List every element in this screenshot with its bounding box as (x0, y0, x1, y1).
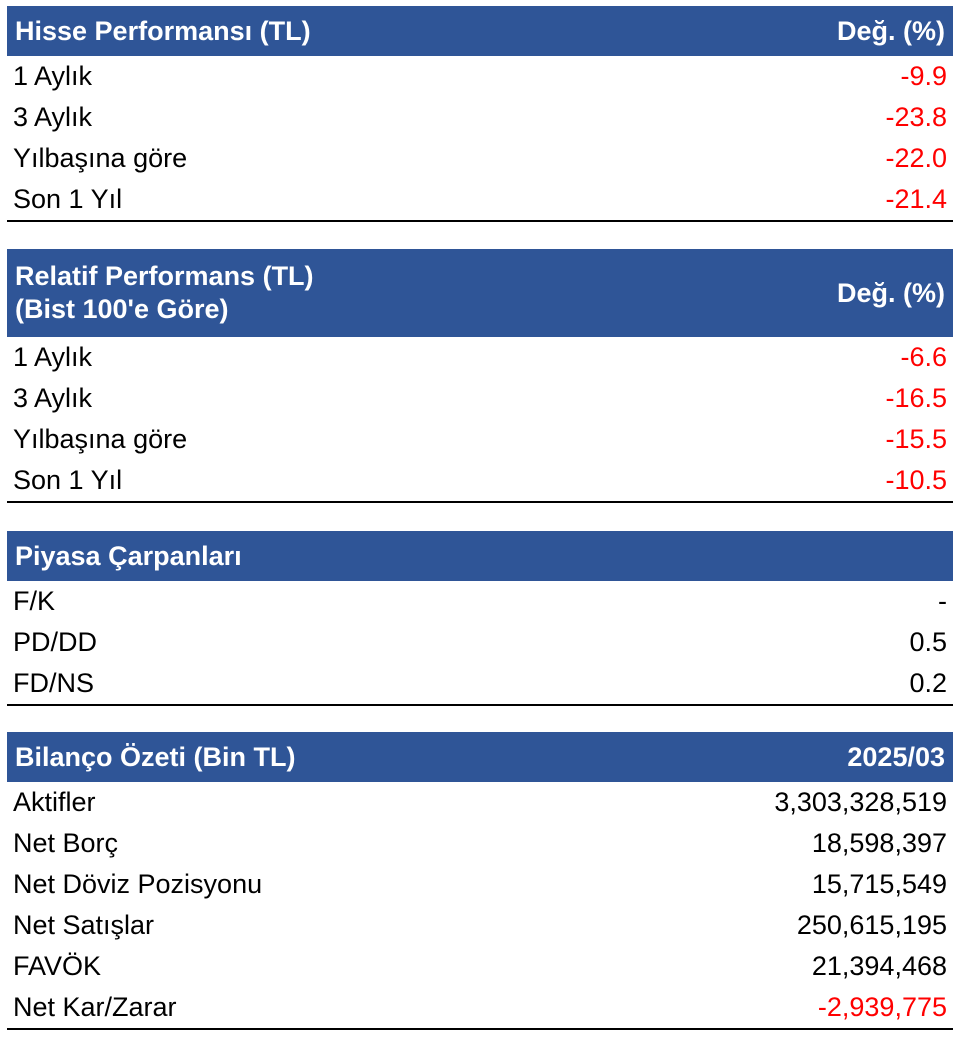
market-multiples-header: Piyasa Çarpanları (7, 531, 953, 581)
row-value: 0.5 (909, 627, 947, 657)
balance-summary-table: Bilanço Özeti (Bin TL) 2025/03 Aktifler … (7, 732, 953, 1030)
row-label: Net Borç (13, 828, 119, 858)
row-label: Net Satışlar (13, 910, 155, 940)
row-label: Net Kar/Zarar (13, 992, 177, 1022)
row-label: 1 Aylık (13, 342, 93, 372)
table-row: Yılbaşına göre -15.5 (7, 419, 953, 460)
table-row: Aktifler 3,303,328,519 (7, 782, 953, 823)
table-row: PD/DD 0.5 (7, 622, 953, 663)
row-value: 3,303,328,519 (774, 787, 947, 817)
row-value: -16.5 (885, 383, 947, 413)
market-multiples-table: Piyasa Çarpanları F/K - PD/DD 0.5 FD/NS … (7, 531, 953, 706)
relative-performance-table: Relatif Performans (TL) (Bist 100'e Göre… (7, 249, 953, 503)
row-label: Son 1 Yıl (13, 465, 123, 495)
row-value: -21.4 (885, 184, 947, 214)
stock-performance-title: Hisse Performansı (TL) (15, 15, 311, 48)
stock-performance-header: Hisse Performansı (TL) Değ. (%) (7, 6, 953, 56)
table-row: 1 Aylık -9.9 (7, 56, 953, 97)
market-multiples-title: Piyasa Çarpanları (15, 540, 242, 573)
row-label: Yılbaşına göre (13, 424, 188, 454)
relative-performance-title-line: Relatif Performans (TL) (15, 261, 314, 291)
market-multiples-rows: F/K - PD/DD 0.5 FD/NS 0.2 (7, 581, 953, 706)
relative-performance-header: Relatif Performans (TL) (Bist 100'e Göre… (7, 249, 953, 337)
table-row: Net Döviz Pozisyonu 15,715,549 (7, 864, 953, 905)
row-label: 3 Aylık (13, 102, 93, 132)
table-row: FAVÖK 21,394,468 (7, 946, 953, 987)
relative-performance-value-header: Değ. (%) (837, 277, 945, 308)
row-label: Son 1 Yıl (13, 184, 123, 214)
row-value: -9.9 (900, 61, 947, 91)
table-row: 3 Aylık -23.8 (7, 97, 953, 138)
balance-summary-title: Bilanço Özeti (Bin TL) (15, 741, 296, 774)
row-label: Net Döviz Pozisyonu (13, 869, 263, 899)
balance-summary-period: 2025/03 (847, 741, 945, 772)
table-row: Son 1 Yıl -21.4 (7, 179, 953, 220)
row-value: 21,394,468 (811, 951, 947, 981)
row-value: 0.2 (909, 668, 947, 698)
market-multiples-title-line: Piyasa Çarpanları (15, 540, 242, 571)
table-row: Net Kar/Zarar -2,939,775 (7, 987, 953, 1028)
table-row: FD/NS 0.2 (7, 663, 953, 704)
row-value: -15.5 (885, 424, 947, 454)
row-value: -23.8 (885, 102, 947, 132)
row-label: FD/NS (13, 668, 94, 698)
row-value: 250,615,195 (796, 910, 947, 940)
row-label: Yılbaşına göre (13, 143, 188, 173)
relative-performance-rows: 1 Aylık -6.6 3 Aylık -16.5 Yılbaşına gör… (7, 337, 953, 503)
row-value: -2,939,775 (817, 992, 947, 1022)
stock-performance-title-line: Hisse Performansı (TL) (15, 15, 311, 46)
balance-summary-header: Bilanço Özeti (Bin TL) 2025/03 (7, 732, 953, 782)
stock-performance-value-header: Değ. (%) (837, 15, 945, 46)
relative-performance-subtitle-line: (Bist 100'e Göre) (15, 294, 229, 324)
stock-performance-table: Hisse Performansı (TL) Değ. (%) 1 Aylık … (7, 6, 953, 222)
table-row: 3 Aylık -16.5 (7, 378, 953, 419)
row-value: 15,715,549 (811, 869, 947, 899)
row-label: F/K (13, 586, 56, 616)
table-row: Yılbaşına göre -22.0 (7, 138, 953, 179)
row-label: FAVÖK (13, 951, 102, 981)
row-value: -10.5 (885, 465, 947, 495)
row-label: PD/DD (13, 627, 98, 657)
table-row: 1 Aylık -6.6 (7, 337, 953, 378)
table-row: F/K - (7, 581, 953, 622)
table-row: Son 1 Yıl -10.5 (7, 460, 953, 501)
row-label: 3 Aylık (13, 383, 93, 413)
table-row: Net Satışlar 250,615,195 (7, 905, 953, 946)
balance-summary-rows: Aktifler 3,303,328,519 Net Borç 18,598,3… (7, 782, 953, 1030)
stock-performance-rows: 1 Aylık -9.9 3 Aylık -23.8 Yılbaşına gör… (7, 56, 953, 222)
row-value: 18,598,397 (811, 828, 947, 858)
balance-summary-title-line: Bilanço Özeti (Bin TL) (15, 741, 296, 772)
row-label: 1 Aylık (13, 61, 93, 91)
row-label: Aktifler (13, 787, 96, 817)
table-row: Net Borç 18,598,397 (7, 823, 953, 864)
row-value: -22.0 (885, 143, 947, 173)
row-value: -6.6 (900, 342, 947, 372)
relative-performance-title: Relatif Performans (TL) (Bist 100'e Göre… (15, 260, 314, 326)
row-value: - (938, 586, 947, 616)
